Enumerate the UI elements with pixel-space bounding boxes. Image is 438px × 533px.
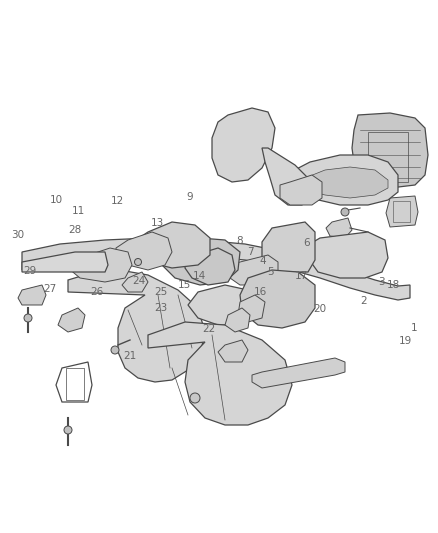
Polygon shape <box>262 222 315 272</box>
Polygon shape <box>386 196 418 227</box>
Text: 17: 17 <box>295 271 308 281</box>
Text: 11: 11 <box>71 206 85 215</box>
Text: 2: 2 <box>360 296 367 306</box>
Text: 24: 24 <box>133 277 146 286</box>
Polygon shape <box>352 113 428 188</box>
Text: 6: 6 <box>303 238 310 247</box>
Text: 4: 4 <box>259 256 266 266</box>
Text: 13: 13 <box>151 218 164 228</box>
Circle shape <box>134 259 141 265</box>
Text: 29: 29 <box>23 266 36 276</box>
Text: 21: 21 <box>123 351 136 361</box>
Polygon shape <box>240 270 315 328</box>
Polygon shape <box>300 167 388 198</box>
Text: 22: 22 <box>203 325 216 334</box>
Text: 5: 5 <box>267 267 274 277</box>
Circle shape <box>190 393 200 403</box>
Text: 8: 8 <box>237 236 244 246</box>
Polygon shape <box>262 148 310 205</box>
Polygon shape <box>148 322 292 425</box>
Text: 23: 23 <box>155 303 168 313</box>
Polygon shape <box>225 308 250 332</box>
Polygon shape <box>280 175 322 205</box>
Polygon shape <box>116 232 172 270</box>
Polygon shape <box>58 308 85 332</box>
Polygon shape <box>326 218 352 238</box>
Text: 28: 28 <box>69 225 82 235</box>
Text: 14: 14 <box>193 271 206 281</box>
Text: 15: 15 <box>177 280 191 290</box>
Polygon shape <box>135 222 210 268</box>
Text: 16: 16 <box>254 287 267 297</box>
Polygon shape <box>68 248 132 282</box>
Circle shape <box>111 346 119 354</box>
Text: 25: 25 <box>155 287 168 297</box>
Polygon shape <box>238 295 265 322</box>
Polygon shape <box>230 255 278 285</box>
Text: 20: 20 <box>313 304 326 314</box>
Text: 18: 18 <box>387 280 400 290</box>
Text: 30: 30 <box>11 230 24 239</box>
Polygon shape <box>162 238 240 285</box>
Polygon shape <box>185 248 235 285</box>
Text: 3: 3 <box>378 278 385 287</box>
Text: 7: 7 <box>247 247 254 256</box>
Polygon shape <box>22 238 410 300</box>
Polygon shape <box>188 285 258 325</box>
Polygon shape <box>252 358 345 388</box>
Polygon shape <box>22 252 108 272</box>
Text: 26: 26 <box>91 287 104 297</box>
Polygon shape <box>218 340 248 362</box>
Text: 10: 10 <box>49 195 63 205</box>
Polygon shape <box>68 268 205 382</box>
Polygon shape <box>212 108 275 182</box>
Text: 9: 9 <box>186 192 193 202</box>
Polygon shape <box>122 272 148 292</box>
Text: 19: 19 <box>399 336 412 346</box>
Polygon shape <box>308 232 388 278</box>
Circle shape <box>341 208 349 216</box>
Text: 27: 27 <box>43 284 57 294</box>
Text: 1: 1 <box>410 323 417 333</box>
Polygon shape <box>285 155 398 205</box>
Text: 12: 12 <box>111 197 124 206</box>
Circle shape <box>64 426 72 434</box>
Polygon shape <box>18 285 46 305</box>
Circle shape <box>24 314 32 322</box>
